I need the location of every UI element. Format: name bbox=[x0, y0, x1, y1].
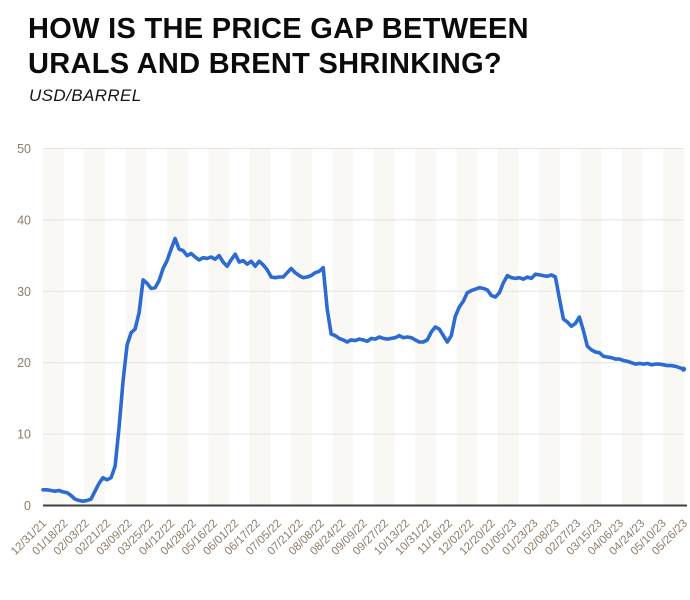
background-stripe bbox=[373, 148, 395, 506]
background-stripe bbox=[621, 148, 643, 506]
background-stripe bbox=[208, 148, 230, 506]
background-stripe bbox=[580, 148, 602, 506]
y-axis-tick-label: 50 bbox=[17, 142, 31, 156]
y-axis-tick-label: 20 bbox=[17, 356, 31, 370]
y-axis-tick-label: 0 bbox=[24, 499, 31, 513]
price-gap-series-line bbox=[41, 236, 686, 504]
background-stripe bbox=[497, 148, 519, 506]
background-stripe bbox=[332, 148, 354, 506]
background-stripe bbox=[167, 148, 188, 506]
chart-title-line2: URALS AND BRENT SHRINKING? bbox=[28, 48, 502, 80]
chart-title-line1: HOW IS THE PRICE GAP BETWEEN bbox=[28, 13, 529, 45]
background-stripe bbox=[43, 148, 64, 506]
y-axis-tick-label: 30 bbox=[17, 285, 31, 299]
background-stripe bbox=[539, 148, 560, 506]
background-stripe bbox=[663, 148, 684, 506]
background-stripe bbox=[415, 148, 436, 506]
background-stripe bbox=[456, 148, 478, 506]
series-endpoint-dot bbox=[680, 366, 687, 372]
background-stripe bbox=[249, 148, 271, 506]
y-axis-tick-label: 10 bbox=[17, 428, 31, 442]
y-axis-tick-label: 40 bbox=[17, 213, 31, 227]
chart-subtitle: USD/BARREL bbox=[29, 86, 142, 105]
background-stripe bbox=[84, 148, 106, 506]
background-stripe bbox=[291, 148, 312, 506]
chart-title: HOW IS THE PRICE GAP BETWEEN URALS AND B… bbox=[28, 12, 529, 82]
